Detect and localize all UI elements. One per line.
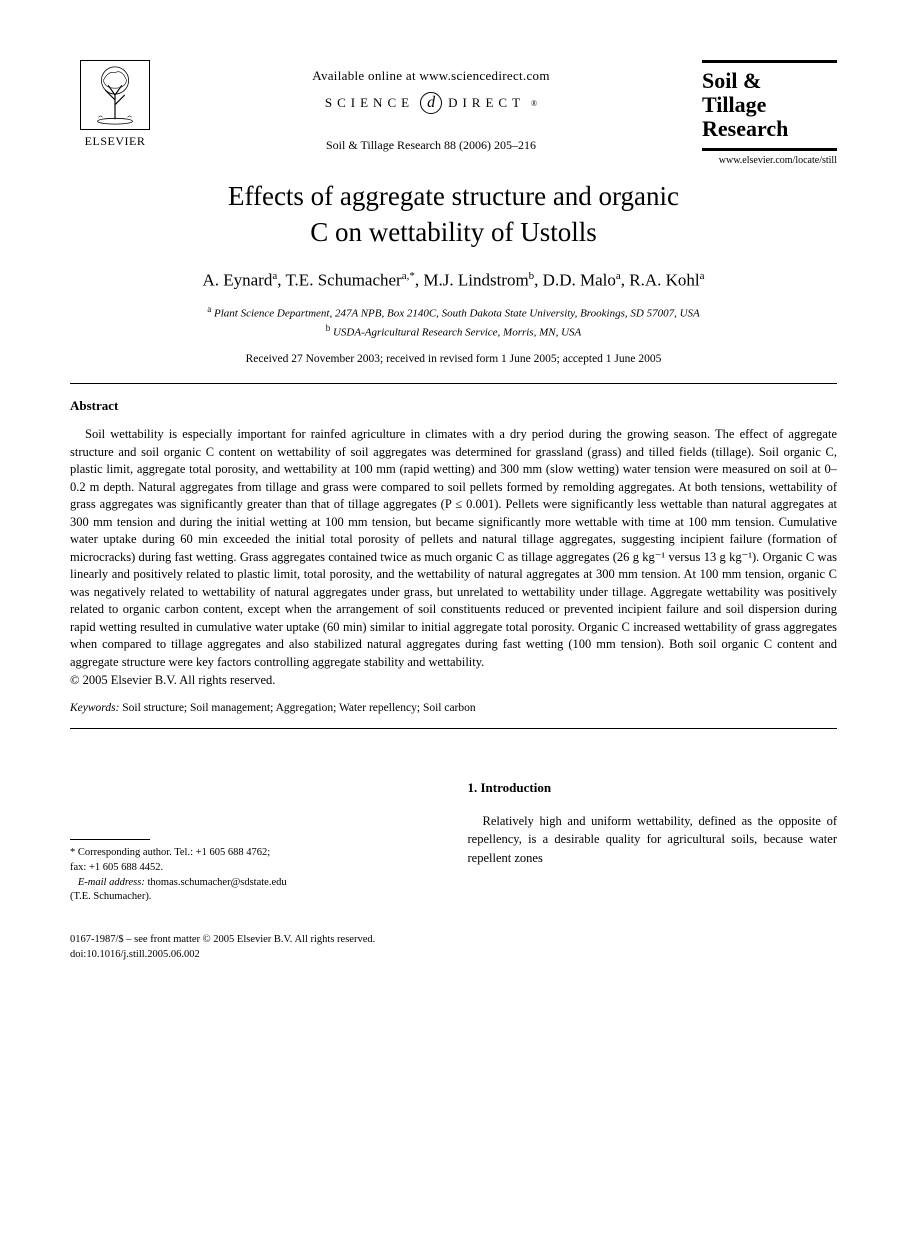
author-5-sup: a <box>700 270 705 282</box>
doi-line: doi:10.1016/j.still.2005.06.002 <box>70 948 837 963</box>
affil-a: Plant Science Department, 247A NPB, Box … <box>214 308 700 320</box>
sd-word-right: DIRECT <box>448 95 525 111</box>
abstract-body: Soil wettability is especially important… <box>70 426 837 671</box>
divider <box>70 383 837 384</box>
left-column: * Corresponding author. Tel.: +1 605 688… <box>70 779 440 905</box>
keywords-list: Soil structure; Soil management; Aggrega… <box>119 702 475 714</box>
corresponding-author-footnote: * Corresponding author. Tel.: +1 605 688… <box>70 846 440 905</box>
affiliations: a Plant Science Department, 247A NPB, Bo… <box>70 303 837 341</box>
email-who: (T.E. Schumacher). <box>70 891 151 902</box>
affil-a-sup: a <box>207 304 211 314</box>
journal-title: Soil & Tillage Research <box>702 60 837 151</box>
email-address: thomas.schumacher@sdstate.edu <box>145 877 287 888</box>
affil-b-sup: b <box>326 323 331 333</box>
author-1: A. Eynard <box>202 271 272 290</box>
two-column-region: * Corresponding author. Tel.: +1 605 688… <box>70 779 837 905</box>
author-5: R.A. Kohl <box>629 271 699 290</box>
sciencedirect-logo: SCIENCE d DIRECT ® <box>325 92 537 114</box>
author-4-sup: a <box>616 270 621 282</box>
page-header: ELSEVIER Available online at www.science… <box>70 60 837 166</box>
keywords-label: Keywords: <box>70 702 119 714</box>
journal-line2: Tillage <box>702 93 837 117</box>
registered-mark: ® <box>531 99 537 108</box>
footnote-rule <box>70 839 150 840</box>
abstract-copyright: © 2005 Elsevier B.V. All rights reserved… <box>70 673 837 688</box>
journal-box: Soil & Tillage Research www.elsevier.com… <box>702 60 837 166</box>
abstract-heading: Abstract <box>70 398 837 414</box>
corr-line2: fax: +1 605 688 4452. <box>70 862 163 873</box>
divider <box>70 728 837 729</box>
keywords-line: Keywords: Soil structure; Soil managemen… <box>70 702 837 714</box>
journal-line3: Research <box>702 117 837 141</box>
author-4: D.D. Malo <box>543 271 616 290</box>
journal-line1: Soil & <box>702 69 837 93</box>
article-dates: Received 27 November 2003; received in r… <box>70 353 837 365</box>
author-3: M.J. Lindstrom <box>423 271 528 290</box>
article-title: Effects of aggregate structure and organ… <box>70 178 837 251</box>
title-line2: C on wettability of Ustolls <box>310 217 597 247</box>
affil-b: USDA-Agricultural Research Service, Morr… <box>333 327 581 339</box>
sd-word-left: SCIENCE <box>325 95 414 111</box>
sciencedirect-d-icon: d <box>420 92 442 114</box>
introduction-heading: 1. Introduction <box>468 779 838 798</box>
authors-line: A. Eynarda, T.E. Schumachera,*, M.J. Lin… <box>70 270 837 291</box>
center-header: Available online at www.sciencedirect.co… <box>160 60 702 153</box>
front-matter-line: 0167-1987/$ – see front matter © 2005 El… <box>70 933 837 948</box>
citation-line: Soil & Tillage Research 88 (2006) 205–21… <box>160 138 702 153</box>
footer-meta: 0167-1987/$ – see front matter © 2005 El… <box>70 933 837 962</box>
introduction-paragraph: Relatively high and uniform wettability,… <box>468 812 838 866</box>
corr-line1: Corresponding author. Tel.: +1 605 688 4… <box>75 847 270 858</box>
author-2: T.E. Schumacher <box>285 271 401 290</box>
publisher-name: ELSEVIER <box>85 134 146 149</box>
available-online-text: Available online at www.sciencedirect.co… <box>160 68 702 84</box>
email-label: E-mail address: <box>78 877 145 888</box>
journal-url: www.elsevier.com/locate/still <box>702 155 837 166</box>
right-column: 1. Introduction Relatively high and unif… <box>468 779 838 905</box>
elsevier-tree-icon <box>80 60 150 130</box>
publisher-block: ELSEVIER <box>70 60 160 149</box>
title-line1: Effects of aggregate structure and organ… <box>228 181 679 211</box>
author-1-sup: a <box>272 270 277 282</box>
author-2-star: * <box>409 270 415 282</box>
author-3-sup: b <box>529 270 535 282</box>
